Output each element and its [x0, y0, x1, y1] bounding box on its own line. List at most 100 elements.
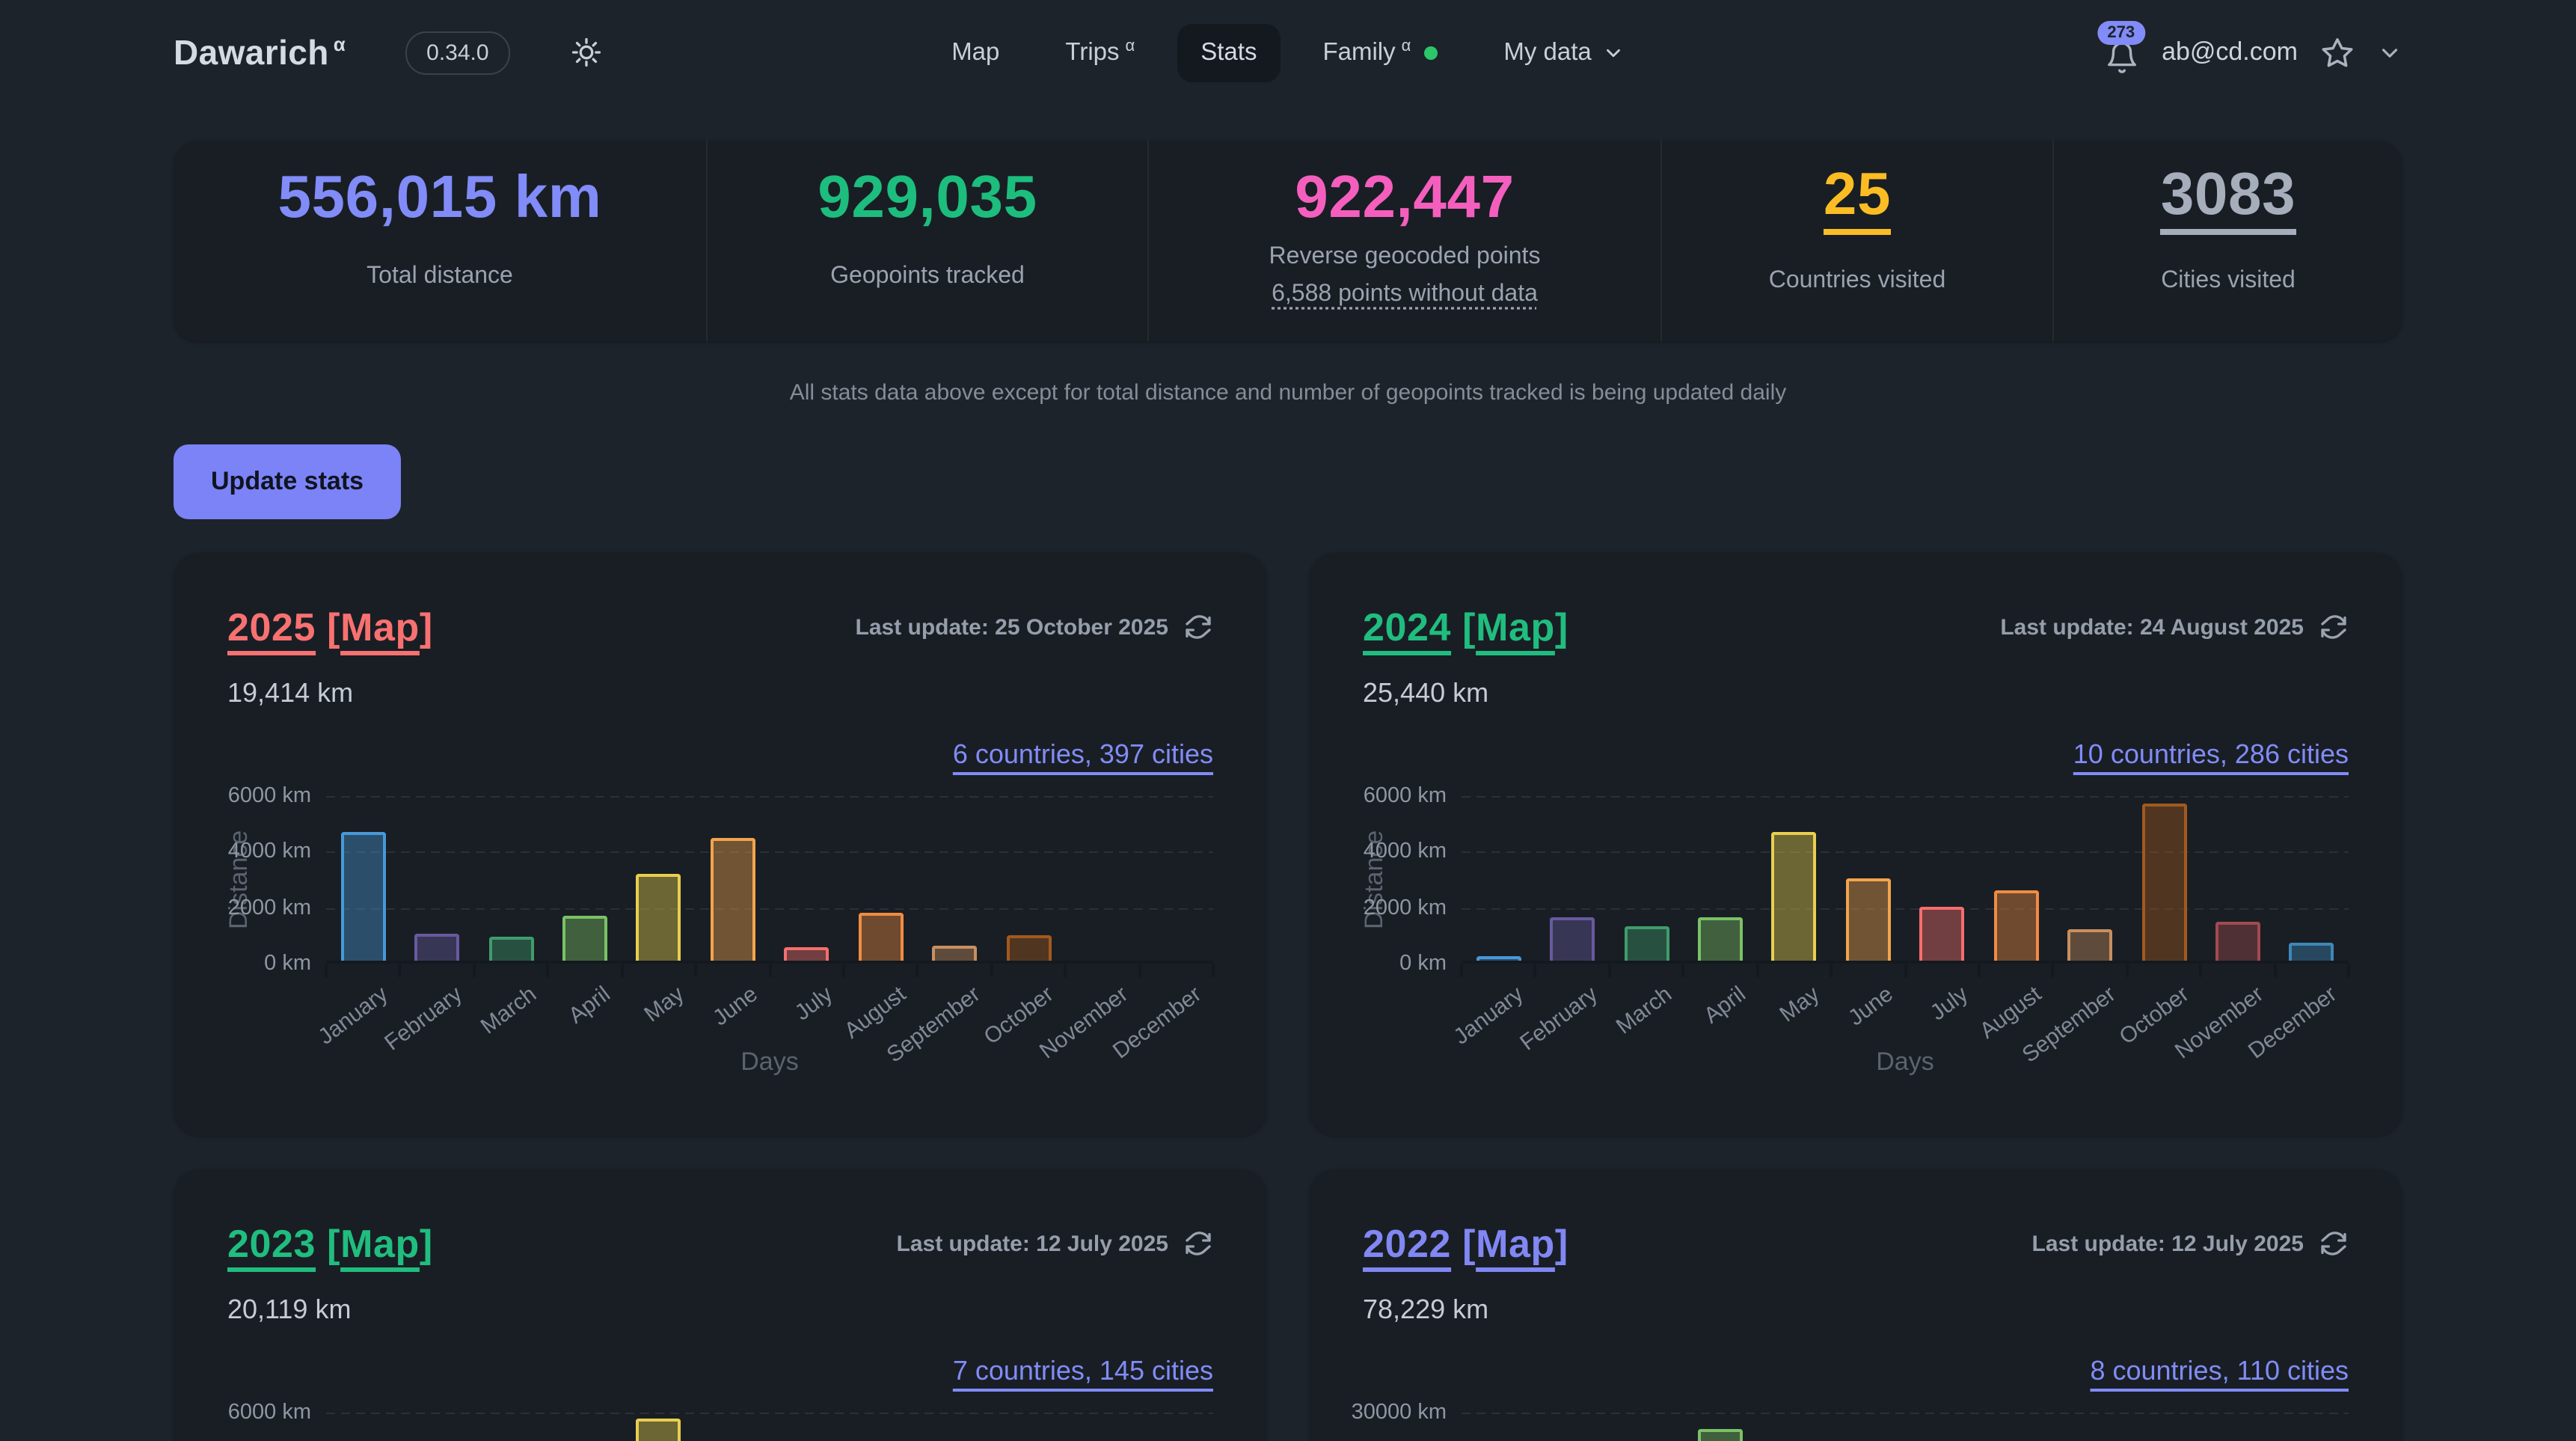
- bar-august[interactable]: [858, 913, 903, 961]
- notifications-button[interactable]: 273: [2105, 31, 2139, 74]
- year-stats-card: 2025 [Map] Last update: 25 October 2025 …: [174, 552, 1267, 1136]
- bar-october[interactable]: [2141, 804, 2186, 961]
- countries-cities-link[interactable]: 6 countries, 397 cities: [953, 739, 1213, 769]
- nav-map-label: Map: [951, 38, 999, 67]
- chevron-down-icon: [1602, 41, 1625, 64]
- bar-november[interactable]: [2215, 922, 2260, 961]
- last-update: Last update: 12 July 2025: [2032, 1229, 2349, 1258]
- bar-april[interactable]: [1698, 917, 1743, 961]
- user-email[interactable]: ab@cd.com: [2162, 37, 2298, 67]
- x-axis-month-labels: January February March April May June July Augu…: [326, 967, 1213, 1047]
- bar-april[interactable]: [1698, 1429, 1743, 1441]
- points-without-data-link[interactable]: 6,588 points without data: [1272, 281, 1538, 308]
- month-label: April: [564, 982, 615, 1029]
- bar-may[interactable]: [637, 1419, 681, 1441]
- cities-visited-value[interactable]: 3083: [2161, 165, 2296, 235]
- trips-alpha-sup: α: [1126, 37, 1135, 55]
- nav-item-my-data[interactable]: My data: [1479, 23, 1648, 82]
- year-link[interactable]: 2022: [1363, 1220, 1451, 1265]
- notifications-count-badge: 273: [2097, 20, 2145, 44]
- month-label: May: [640, 982, 690, 1027]
- last-update: Last update: 24 August 2025: [2000, 612, 2349, 642]
- year-map-link[interactable]: Map: [340, 604, 420, 649]
- bar-may[interactable]: [1772, 832, 1817, 961]
- bar-february[interactable]: [414, 934, 459, 961]
- bars: [326, 1413, 1213, 1441]
- bar-march[interactable]: [488, 937, 533, 961]
- theme-toggle-sun-icon[interactable]: [570, 36, 603, 69]
- month-label: June: [709, 982, 763, 1031]
- year-stats-card: 2022 [Map] Last update: 12 July 2025 78,…: [1309, 1169, 2402, 1441]
- geopoints-label: Geopoints tracked: [830, 263, 1025, 290]
- monthly-distance-chart: Distance 6000 km4000 km2000 km0 km Janua…: [1363, 796, 2349, 1083]
- bar-july[interactable]: [784, 947, 829, 961]
- x-axis-label: Days: [326, 1047, 1213, 1083]
- bar-may[interactable]: [637, 874, 681, 961]
- bar-february[interactable]: [1550, 917, 1595, 961]
- year-link[interactable]: 2023: [227, 1220, 316, 1265]
- bar-august[interactable]: [1993, 890, 2038, 961]
- bar-july[interactable]: [1919, 907, 1964, 961]
- y-tick: 4000 km: [1364, 840, 1447, 864]
- bar-june[interactable]: [711, 838, 755, 961]
- family-online-dot: [1424, 46, 1438, 59]
- refresh-icon[interactable]: [1183, 1229, 1213, 1258]
- y-tick: 0 km: [264, 952, 311, 976]
- plot-area: [1462, 796, 2349, 964]
- nav-item-map[interactable]: Map: [927, 23, 1023, 82]
- bell-icon: [2105, 40, 2139, 74]
- app-brand[interactable]: Dawarich α: [174, 32, 346, 73]
- stats-page: 556,015 km Total distance 929,035 Geopoi…: [174, 141, 2402, 1441]
- year-title: 2025 [Map]: [227, 604, 433, 650]
- bar-september[interactable]: [2067, 929, 2112, 961]
- year-map-link[interactable]: Map: [340, 1220, 420, 1265]
- monthly-distance-chart: Distance 30000 km20000 km10000 km0 km Ja…: [1363, 1413, 2349, 1441]
- countries-cities-link[interactable]: 10 countries, 286 cities: [2073, 739, 2349, 769]
- nav-item-family[interactable]: Family α: [1298, 23, 1462, 82]
- last-update-text: Last update: 12 July 2025: [2032, 1231, 2304, 1256]
- year-title: 2023 [Map]: [227, 1220, 433, 1267]
- countries-cities-link[interactable]: 8 countries, 110 cities: [2090, 1356, 2349, 1386]
- refresh-icon[interactable]: [2319, 1229, 2349, 1258]
- year-link[interactable]: 2025: [227, 604, 316, 649]
- countries-cities-link[interactable]: 7 countries, 145 cities: [953, 1356, 1213, 1386]
- bar-october[interactable]: [1006, 935, 1051, 961]
- year-stats-card: 2023 [Map] Last update: 12 July 2025 20,…: [174, 1169, 1267, 1441]
- month-label: March: [476, 982, 542, 1039]
- bar-january[interactable]: [340, 832, 385, 961]
- bar-june[interactable]: [1846, 878, 1891, 961]
- total-distance-label: Total distance: [367, 263, 513, 290]
- reverse-geocoded-value: 922,447: [1295, 165, 1514, 230]
- y-axis-ticks: 30000 km20000 km10000 km0 km: [1363, 1413, 1462, 1441]
- year-link[interactable]: 2024: [1363, 604, 1451, 649]
- stats-overview: 556,015 km Total distance 929,035 Geopoi…: [174, 141, 2402, 341]
- refresh-icon[interactable]: [1183, 612, 1213, 642]
- bar-september[interactable]: [932, 946, 977, 961]
- bar-april[interactable]: [562, 916, 607, 961]
- bars: [1462, 1413, 2349, 1441]
- favorites-star-button[interactable]: [2320, 35, 2355, 70]
- brand-alpha-sup: α: [334, 33, 346, 55]
- refresh-icon[interactable]: [2319, 612, 2349, 642]
- stat-reverse-geocoded: 922,447 Reverse geocoded points 6,588 po…: [1147, 141, 1660, 341]
- stat-countries-visited: 25 Countries visited: [1660, 141, 2052, 341]
- year-cards-grid: 2025 [Map] Last update: 25 October 2025 …: [174, 552, 2402, 1441]
- year-map-link[interactable]: Map: [1476, 604, 1555, 649]
- nav-item-trips[interactable]: Trips α: [1041, 23, 1159, 82]
- monthly-distance-chart: Distance 6000 km4000 km2000 km0 km Janua…: [227, 1413, 1213, 1441]
- countries-visited-value[interactable]: 25: [1824, 165, 1891, 235]
- month-label: April: [1699, 982, 1750, 1029]
- bar-december[interactable]: [2290, 943, 2334, 961]
- year-distance: 20,119 km: [227, 1291, 1213, 1329]
- user-menu-chevron[interactable]: [2377, 40, 2402, 65]
- nav-item-stats-active[interactable]: Stats: [1177, 23, 1281, 82]
- last-update: Last update: 25 October 2025: [856, 612, 1214, 642]
- y-tick: 30000 km: [1352, 1401, 1447, 1425]
- geopoints-value: 929,035: [818, 165, 1037, 230]
- app-window: Dawarich α 0.34.0 Map Trips α Stats Family…: [0, 0, 2576, 1441]
- update-stats-button[interactable]: Update stats: [174, 444, 401, 519]
- month-label: May: [1776, 982, 1825, 1027]
- year-distance: 25,440 km: [1363, 675, 2349, 712]
- bar-march[interactable]: [1624, 926, 1669, 961]
- year-map-link[interactable]: Map: [1476, 1220, 1555, 1265]
